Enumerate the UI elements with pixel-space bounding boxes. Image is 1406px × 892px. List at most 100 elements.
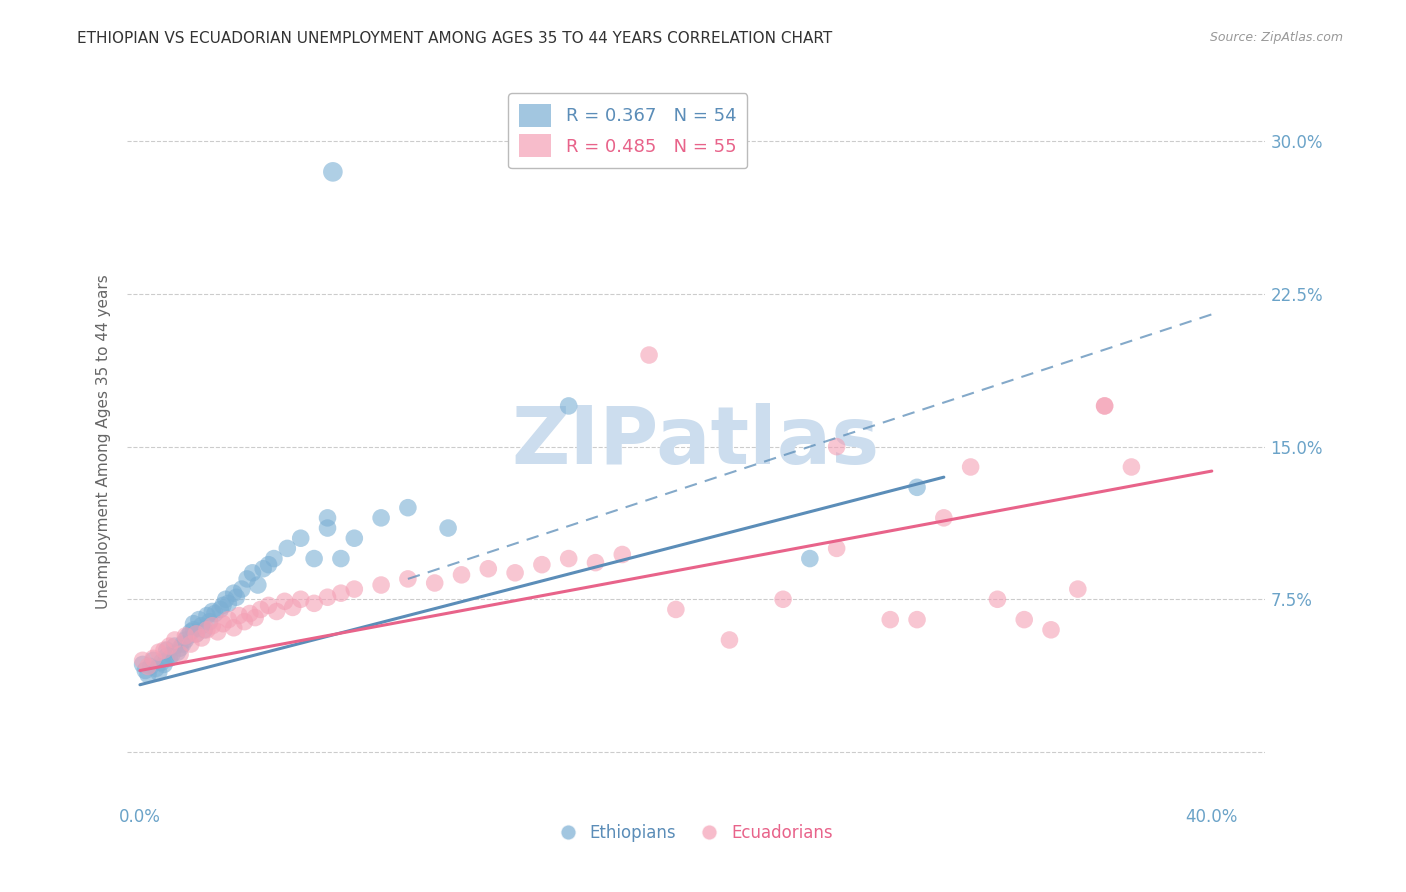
Point <box>157 639 180 653</box>
Point <box>207 624 229 639</box>
Point <box>772 592 794 607</box>
Point <box>249 602 271 616</box>
Point <box>217 596 239 610</box>
Point <box>148 665 170 680</box>
Point <box>228 608 250 623</box>
Point <box>302 551 325 566</box>
Point <box>145 661 167 675</box>
Point <box>1094 399 1116 413</box>
Y-axis label: Unemployment Among Ages 35 to 44 years: Unemployment Among Ages 35 to 44 years <box>96 274 111 609</box>
Point <box>139 659 162 673</box>
Point <box>370 511 392 525</box>
Point <box>276 541 298 556</box>
Point <box>212 616 235 631</box>
Point <box>174 632 197 647</box>
Point <box>131 653 153 667</box>
Point <box>166 645 188 659</box>
Point <box>156 643 179 657</box>
Point <box>222 621 245 635</box>
Point <box>1040 623 1063 637</box>
Point <box>198 615 221 629</box>
Point <box>169 641 191 656</box>
Point <box>585 556 607 570</box>
Point <box>225 591 247 605</box>
Point <box>1121 460 1143 475</box>
Point <box>169 647 191 661</box>
Text: ZIPatlas: ZIPatlas <box>512 402 880 481</box>
Point <box>257 599 280 613</box>
Point <box>186 627 208 641</box>
Point <box>477 562 499 576</box>
Point <box>986 592 1008 607</box>
Point <box>266 605 288 619</box>
Point <box>183 623 205 637</box>
Point <box>437 521 460 535</box>
Point <box>186 627 208 641</box>
Point <box>557 551 579 566</box>
Point <box>195 608 218 623</box>
Point <box>825 541 848 556</box>
Point <box>290 592 312 607</box>
Point <box>718 632 741 647</box>
Point <box>799 551 821 566</box>
Point <box>177 629 200 643</box>
Point <box>396 572 419 586</box>
Point <box>252 562 274 576</box>
Point <box>423 576 446 591</box>
Point <box>343 531 366 545</box>
Point <box>343 582 366 596</box>
Point <box>316 591 339 605</box>
Point <box>174 629 197 643</box>
Point <box>1094 399 1116 413</box>
Point <box>370 578 392 592</box>
Point <box>638 348 661 362</box>
Point <box>396 500 419 515</box>
Point <box>329 551 352 566</box>
Point <box>257 558 280 572</box>
Point <box>665 602 688 616</box>
Point <box>322 165 344 179</box>
Point <box>239 607 262 621</box>
Point <box>136 659 159 673</box>
Point <box>281 600 304 615</box>
Point <box>201 605 224 619</box>
Point <box>825 440 848 454</box>
Point <box>959 460 981 475</box>
Point <box>212 599 235 613</box>
Point <box>557 399 579 413</box>
Point <box>1067 582 1090 596</box>
Point <box>183 616 205 631</box>
Point <box>242 566 264 580</box>
Point <box>201 618 224 632</box>
Point <box>190 631 212 645</box>
Point <box>180 637 202 651</box>
Text: Source: ZipAtlas.com: Source: ZipAtlas.com <box>1209 31 1343 45</box>
Legend: Ethiopians, Ecuadorians: Ethiopians, Ecuadorians <box>553 817 839 848</box>
Point <box>231 582 253 596</box>
Point <box>273 594 295 608</box>
Point <box>190 618 212 632</box>
Point <box>316 521 339 535</box>
Point <box>160 647 183 661</box>
Point <box>503 566 526 580</box>
Point <box>204 607 226 621</box>
Point <box>163 639 186 653</box>
Point <box>193 623 215 637</box>
Point <box>157 651 180 665</box>
Point <box>209 602 232 616</box>
Point <box>180 624 202 639</box>
Point <box>263 551 285 566</box>
Point <box>243 610 266 624</box>
Point <box>1012 613 1035 627</box>
Point <box>217 613 239 627</box>
Point <box>612 548 634 562</box>
Point <box>150 656 173 670</box>
Point <box>290 531 312 545</box>
Point <box>302 596 325 610</box>
Point <box>172 637 194 651</box>
Point <box>136 667 159 681</box>
Point <box>142 651 165 665</box>
Point <box>530 558 553 572</box>
Point <box>905 480 928 494</box>
Point <box>156 649 179 664</box>
